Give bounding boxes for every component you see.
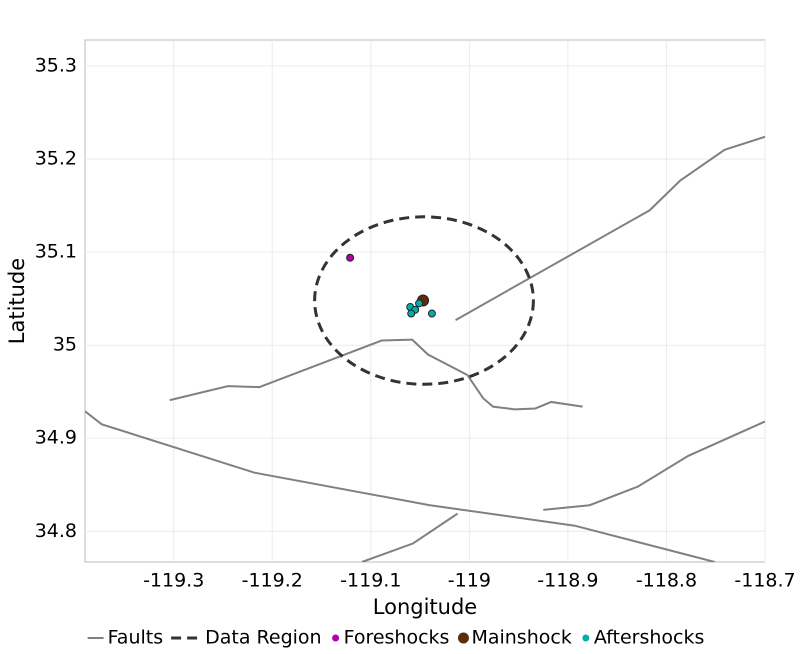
event-point [346, 253, 355, 262]
fault-line [85, 135, 765, 562]
x-tick-label: -119.2 [242, 570, 303, 592]
x-tick-label: -119.3 [143, 570, 204, 592]
x-tick-label: -118.7 [734, 570, 795, 592]
x-tick-label: -118.9 [537, 570, 598, 592]
legend-key [457, 632, 469, 644]
legend-label: Mainshock [471, 627, 571, 649]
y-tick-label: 35.1 [35, 241, 77, 263]
event-point [427, 309, 436, 318]
x-axis-title: Longitude [373, 595, 477, 619]
legend-key [332, 634, 340, 642]
y-tick-label: 34.9 [35, 427, 77, 449]
y-tick-label: 35.2 [35, 148, 77, 170]
legend: Faults Data Region Foreshocks Mainshock Afte… [87, 627, 705, 649]
x-tick-label: -119.1 [340, 570, 401, 592]
x-tick-label: -118.8 [636, 570, 697, 592]
y-tick-label: 34.8 [35, 520, 77, 542]
legend-label: Foreshocks [344, 627, 450, 649]
y-tick-label: 35.3 [35, 55, 77, 77]
legend-label: Data Region [205, 627, 321, 649]
plot-layer [85, 135, 765, 562]
y-tick-label: 35 [53, 334, 77, 356]
data-region [313, 215, 535, 386]
legend-key [582, 634, 590, 642]
legend-label: Aftershocks [594, 627, 705, 649]
event-point [415, 299, 424, 308]
legend-label: Faults [108, 627, 164, 649]
y-axis-title: Latitude [5, 258, 29, 344]
x-tick-label: -119 [448, 570, 491, 592]
event-point [407, 309, 416, 318]
